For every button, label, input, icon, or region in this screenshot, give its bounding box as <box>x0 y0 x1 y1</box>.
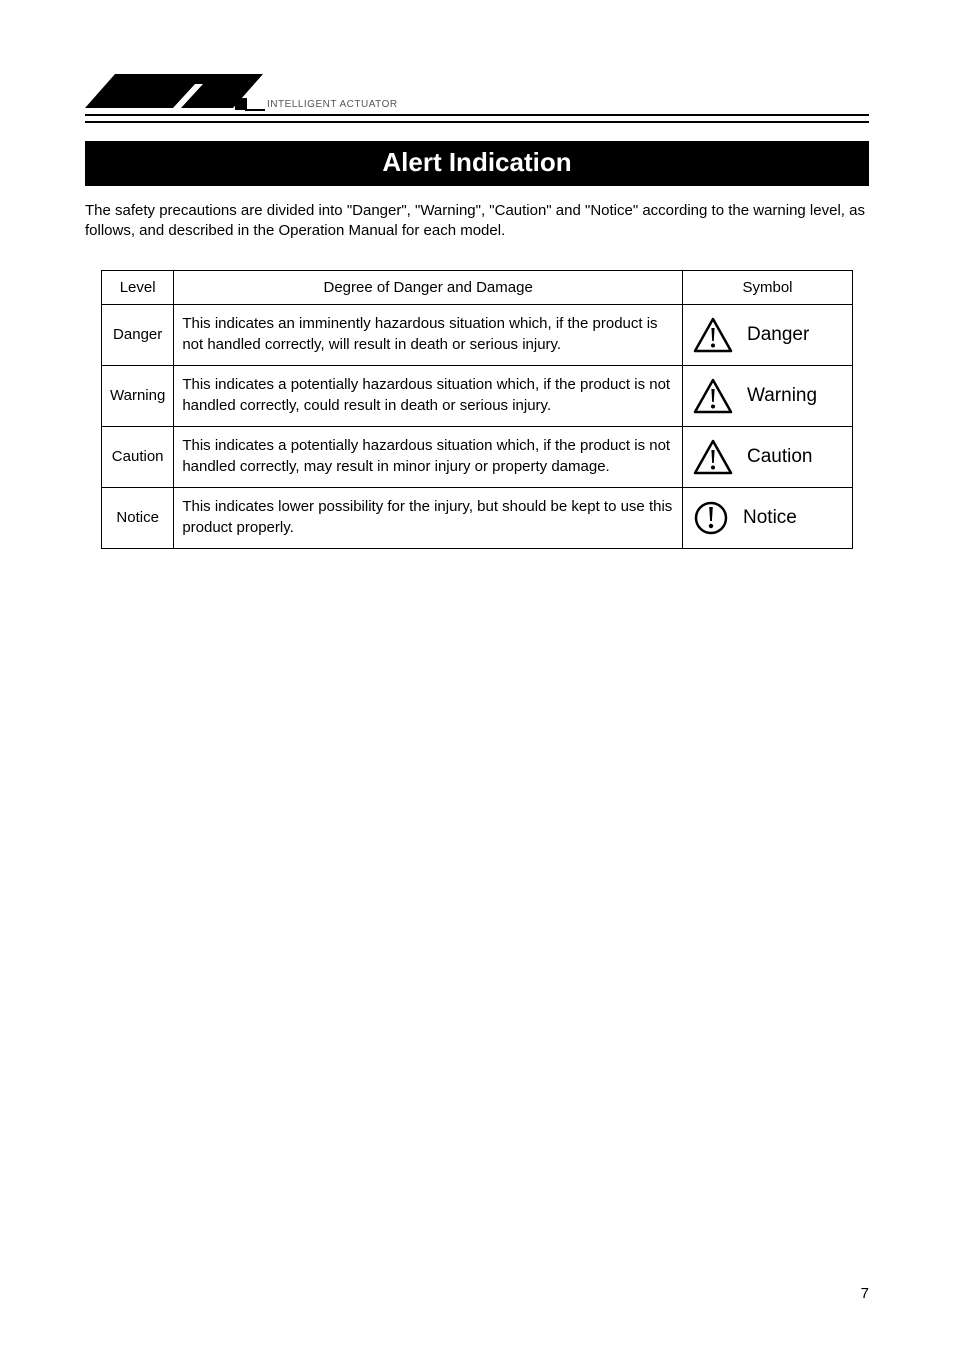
cell-symbol: Caution <box>683 426 853 487</box>
symbol-label: Notice <box>743 507 797 529</box>
cell-level: Warning <box>102 365 174 426</box>
alert-table: Level Degree of Danger and Damage Symbol… <box>101 270 853 549</box>
cell-desc: This indicates a potentially hazardous s… <box>174 426 683 487</box>
warning-triangle-icon <box>693 317 733 353</box>
col-header-level: Level <box>102 270 174 304</box>
page-header: INTELLIGENT ACTUATOR <box>85 70 869 123</box>
header-divider <box>275 114 869 115</box>
symbol-label: Warning <box>747 385 817 407</box>
page-number: 7 <box>861 1285 869 1302</box>
warning-triangle-icon <box>693 439 733 475</box>
cell-symbol: Notice <box>683 487 853 548</box>
warning-triangle-icon <box>693 378 733 414</box>
col-header-symbol: Symbol <box>683 270 853 304</box>
table-row: Danger This indicates an imminently haza… <box>102 304 853 365</box>
logo: INTELLIGENT ACTUATOR <box>85 70 398 114</box>
cell-desc: This indicates an imminently hazardous s… <box>174 304 683 365</box>
col-header-desc: Degree of Danger and Damage <box>174 270 683 304</box>
table-row: Notice This indicates lower possibility … <box>102 487 853 548</box>
cell-desc: This indicates lower possibility for the… <box>174 487 683 548</box>
symbol-label: Caution <box>747 446 813 468</box>
table-header-row: Level Degree of Danger and Damage Symbol <box>102 270 853 304</box>
table-row: Warning This indicates a potentially haz… <box>102 365 853 426</box>
table-row: Caution This indicates a potentially haz… <box>102 426 853 487</box>
cell-symbol: Warning <box>683 365 853 426</box>
logo-tagline: INTELLIGENT ACTUATOR <box>267 99 398 114</box>
intro-paragraph: The safety precautions are divided into … <box>85 201 869 242</box>
cell-desc: This indicates a potentially hazardous s… <box>174 365 683 426</box>
cell-symbol: Danger <box>683 304 853 365</box>
cell-level: Caution <box>102 426 174 487</box>
page-title: Alert Indication <box>85 141 869 186</box>
symbol-label: Danger <box>747 324 809 346</box>
cell-level: Notice <box>102 487 174 548</box>
notice-circle-icon <box>693 500 729 536</box>
cell-level: Danger <box>102 304 174 365</box>
logo-mark-icon <box>85 70 265 114</box>
